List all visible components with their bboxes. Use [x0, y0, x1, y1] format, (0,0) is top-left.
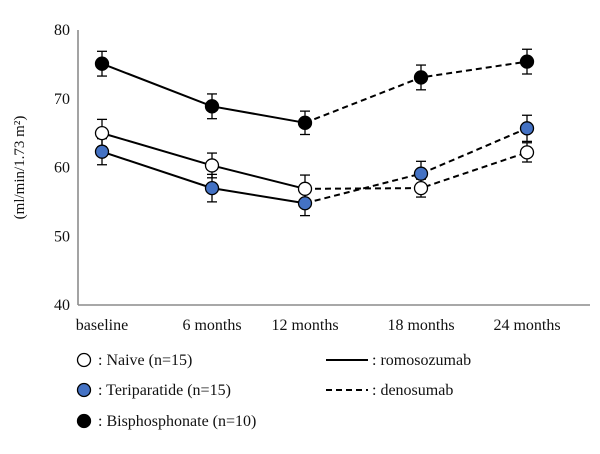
- data-point-series-1-point-3: [413, 166, 429, 181]
- legend-label-dashed: : denosumab: [372, 382, 453, 399]
- data-point-series-1-point-0: [94, 144, 110, 159]
- x-tick-label-12-months: 12 months: [271, 317, 338, 334]
- data-point-series-1-point-1: [204, 180, 220, 196]
- x-tick-label-18-months: 18 months: [387, 317, 454, 334]
- data-point-series-2-point-1: [204, 99, 220, 114]
- y-tick-label-40: 40: [54, 297, 70, 314]
- data-point-series-2-point-2: [297, 115, 313, 130]
- y-tick-label-60: 60: [54, 160, 70, 177]
- legend: : Naive (n=15) : Teriparatide (n=15) : Bis…: [76, 352, 471, 430]
- y-tick-label-50: 50: [54, 228, 70, 245]
- y-tick-label-80: 80: [54, 22, 70, 39]
- y-axis-label: (ml/min/1.73 m²): [12, 116, 28, 220]
- series-0-dashed-line: [304, 151, 528, 190]
- series-2-dashed-line: [304, 60, 528, 124]
- data-point-series-2-point-4: [519, 54, 535, 69]
- data-point-series-1-point-2: [297, 196, 313, 211]
- series-lines: [101, 60, 528, 205]
- legend-marker-series-2: [76, 413, 92, 429]
- x-tick-label-24-months: 24 months: [493, 317, 560, 334]
- legend-label-solid: : romosozumab: [372, 352, 471, 369]
- error-bars: [97, 48, 532, 217]
- x-tick-label-baseline: baseline: [76, 317, 128, 334]
- data-point-series-0-point-1: [204, 158, 220, 173]
- legend-label-series-2: : Bisphosphonate (n=10): [98, 413, 256, 430]
- legend-marker-series-0: [76, 352, 92, 368]
- data-point-series-0-point-3: [413, 180, 429, 196]
- data-point-series-0-point-4: [519, 145, 535, 160]
- y-tick-label-70: 70: [54, 91, 70, 108]
- x-tick-labels: baseline 6 months 12 months 18 months 24 mon…: [76, 317, 561, 334]
- legend-marker-series-1: [76, 382, 92, 398]
- series-1-solid-line: [101, 150, 306, 205]
- legend-label-series-0: : Naive (n=15): [98, 352, 192, 369]
- y-axis-label-group: (ml/min/1.73 m²): [12, 116, 28, 220]
- y-tick-labels: 40 50 60 70 80: [54, 22, 70, 314]
- chart-axes: [77, 30, 590, 306]
- legend-label-series-1: : Teriparatide (n=15): [98, 382, 231, 399]
- x-tick-label-6-months: 6 months: [182, 317, 241, 334]
- data-points: [94, 54, 535, 211]
- data-point-series-0-point-0: [94, 125, 110, 141]
- data-point-series-0-point-2: [297, 181, 313, 196]
- series-2-solid-line: [101, 62, 306, 124]
- data-point-series-1-point-4: [519, 121, 535, 136]
- data-point-series-2-point-0: [94, 56, 110, 71]
- data-point-series-2-point-3: [413, 70, 429, 85]
